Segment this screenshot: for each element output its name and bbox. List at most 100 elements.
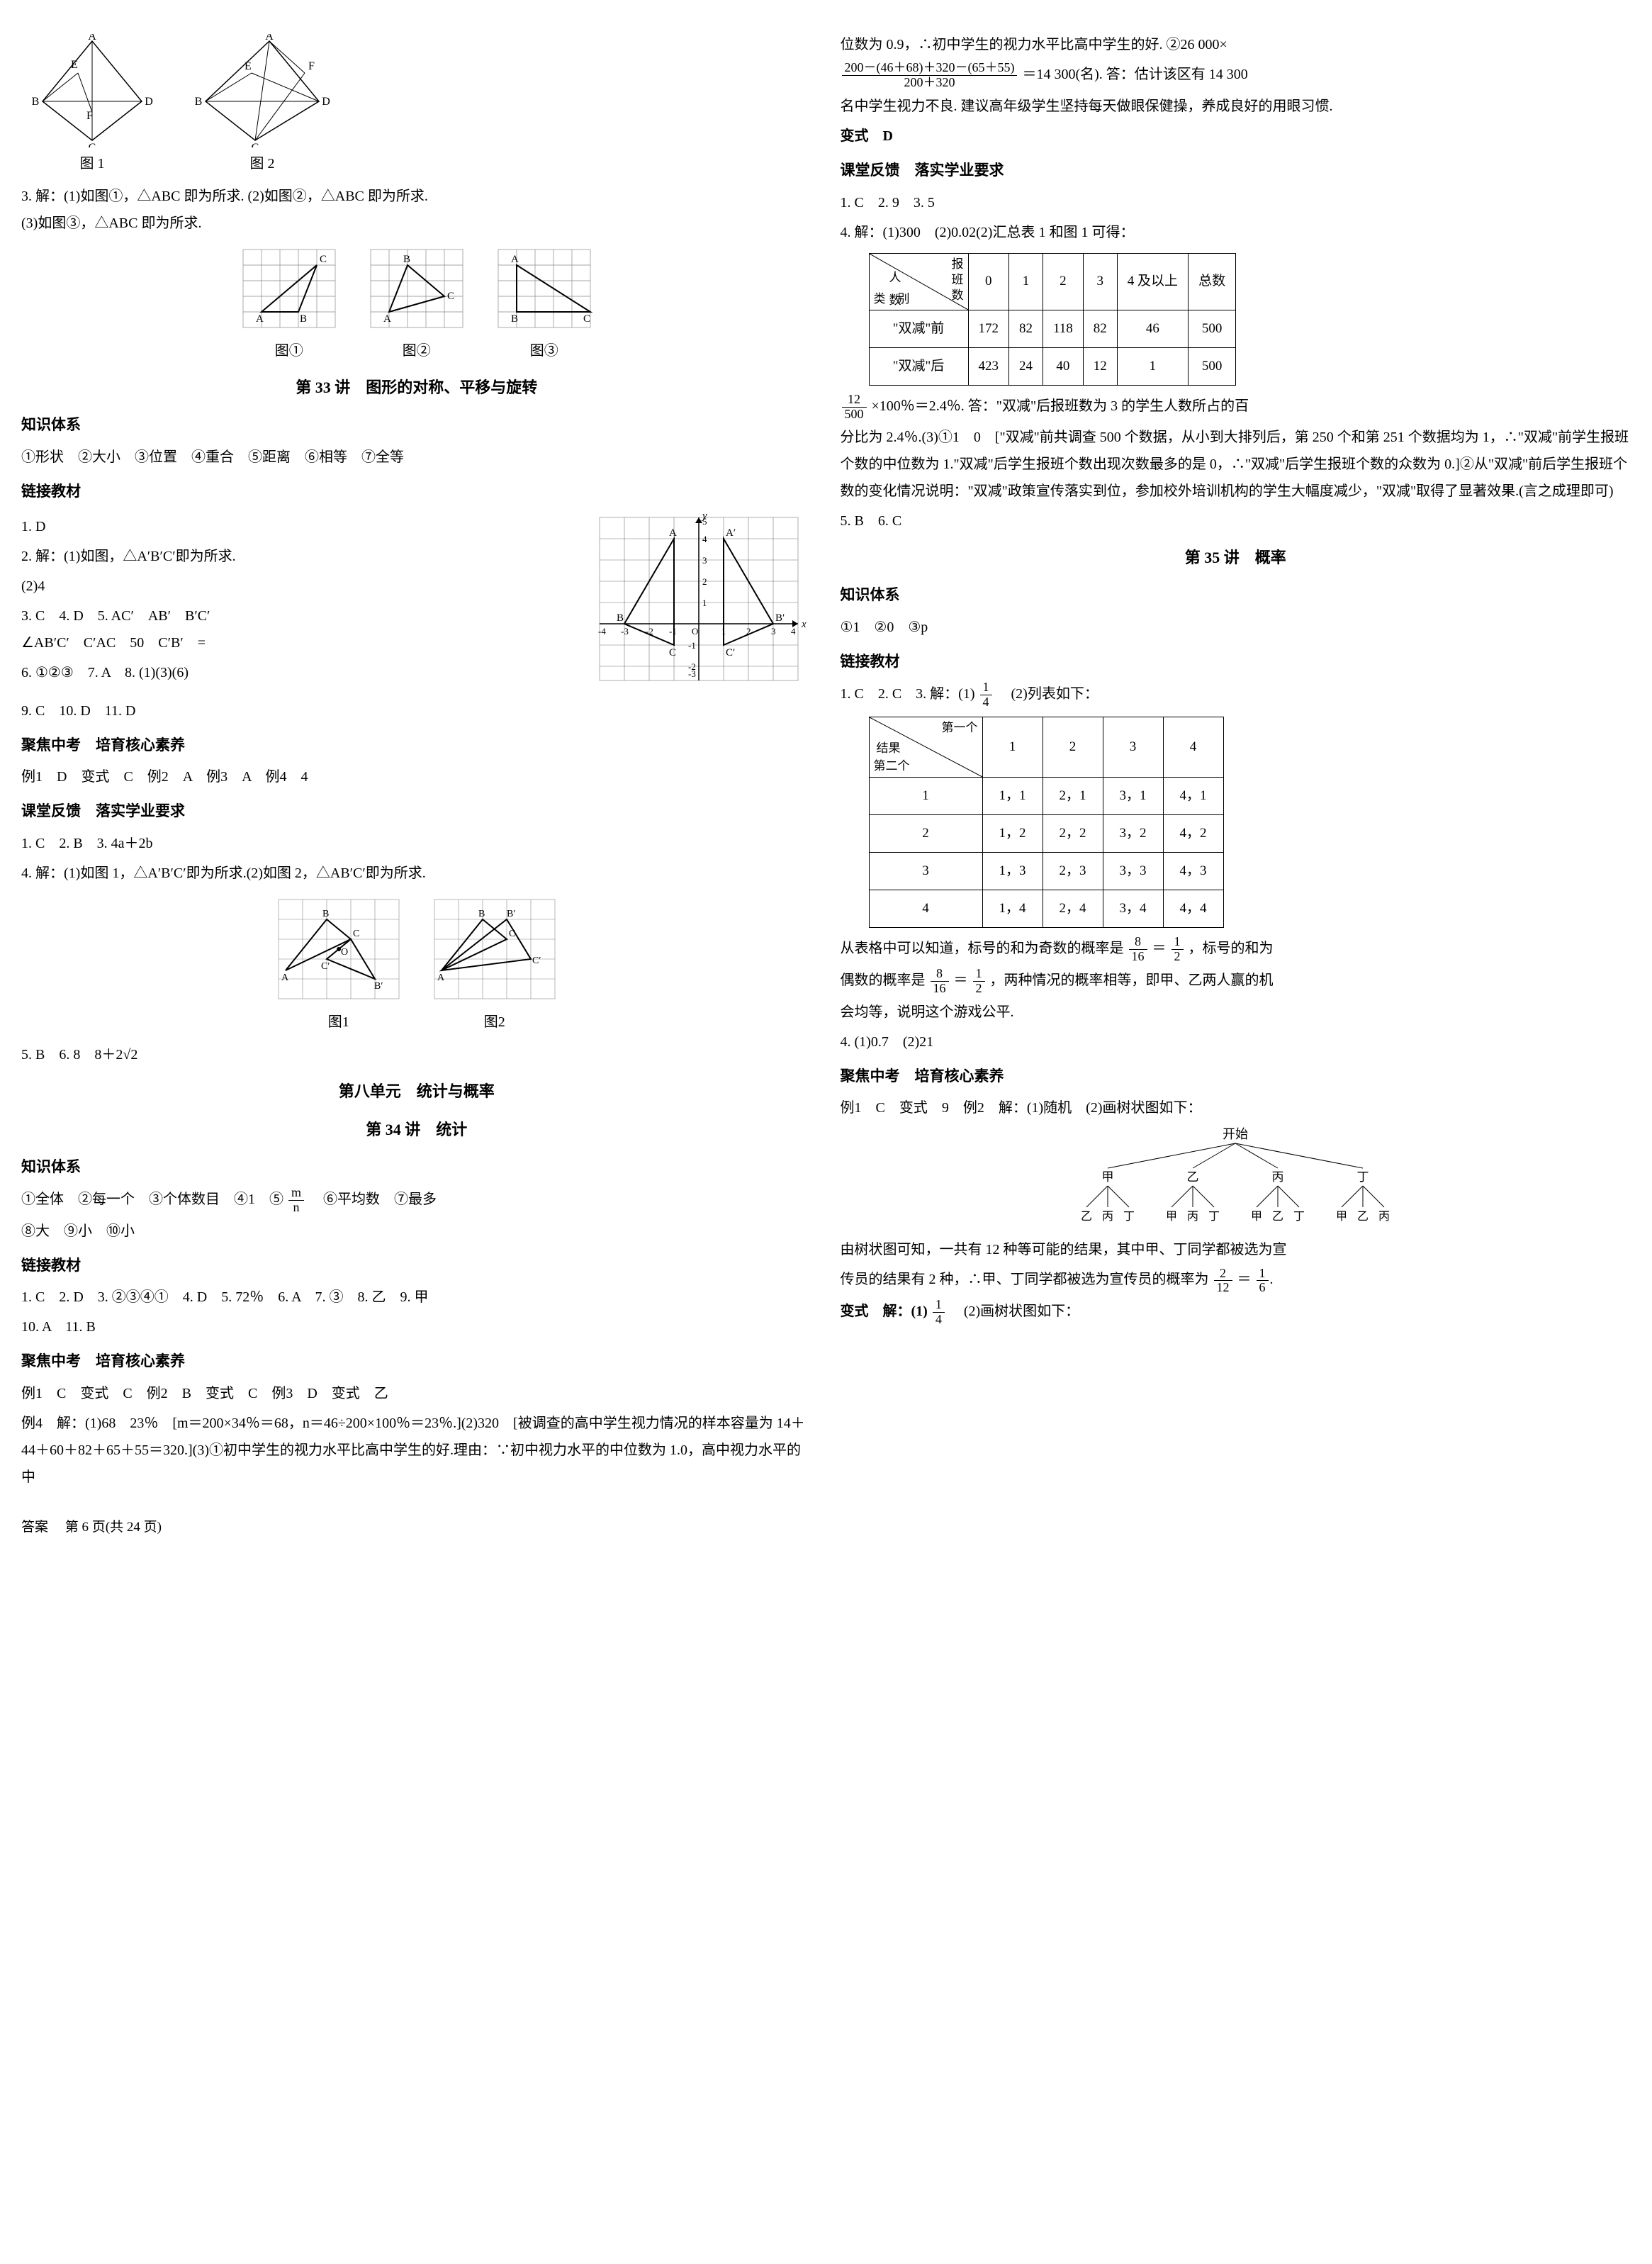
svg-text:C: C	[447, 291, 454, 302]
svg-text:B: B	[32, 96, 40, 108]
svg-text:C: C	[353, 929, 359, 939]
svg-text:F: F	[86, 110, 93, 122]
figure-row-top: A B C D E F 图 1 A	[21, 34, 812, 177]
ktfk33-1: 1. C 2. B 3. 4a＋2b	[21, 830, 812, 857]
svg-text:C: C	[669, 647, 676, 659]
svg-text:甲: 甲	[1251, 1211, 1262, 1223]
knowledge-system-34: 知识体系	[21, 1153, 812, 1182]
svg-text:丙: 丙	[1102, 1211, 1113, 1223]
ljjc33-3to5: 3. C 4. D 5. AC′ AB′ B′C′ ∠AB′C′ C′AC 50…	[21, 603, 571, 656]
svg-text:丙: 丙	[1187, 1211, 1198, 1223]
svg-text:-1: -1	[688, 640, 696, 651]
svg-text:1: 1	[702, 598, 707, 608]
svg-text:丁: 丁	[1208, 1211, 1220, 1223]
svg-text:甲: 甲	[1102, 1170, 1114, 1184]
svg-text:乙: 乙	[1081, 1211, 1092, 1223]
class-feedback-34: 课堂反馈 落实学业要求	[841, 157, 1631, 185]
ljjc33-6to8: 6. ①②③ 7. A 8. (1)(3)(6)	[21, 659, 571, 686]
after-tree-a: 由树状图可知，一共有 12 种等可能的结果，其中甲、丁同学都被选为宣	[841, 1236, 1631, 1263]
table-row: "双减"前 17282 11882 46500	[869, 310, 1236, 347]
svg-text:C′: C′	[532, 956, 541, 966]
svg-text:乙: 乙	[1187, 1170, 1199, 1184]
table-35-diag-cell: 第一个 结果 第二个	[869, 717, 982, 777]
knowledge-system-35: 知识体系	[841, 581, 1631, 610]
svg-text:A: A	[265, 34, 274, 43]
zstx35: ①1 ②0 ③p	[841, 614, 1631, 641]
svg-text:B: B	[322, 909, 329, 919]
svg-text:丙: 丙	[1272, 1170, 1284, 1184]
svg-text:B′: B′	[775, 612, 785, 624]
svg-text:C′: C′	[321, 961, 330, 972]
midterm-focus-34: 聚焦中考 培育核心素养	[21, 1347, 812, 1376]
lecture-34-title: 第 34 讲 统计	[21, 1115, 812, 1145]
textbook-link-34: 链接教材	[21, 1252, 812, 1280]
svg-text:B: B	[300, 313, 307, 325]
figure-1-box: A B C D E F 图 1	[21, 34, 163, 177]
bs35: 变式 解：(1) 14 (2)画树状图如下：	[841, 1298, 1631, 1327]
tri-grid-2: A B C 图②	[364, 242, 470, 364]
triangle-figure-1: A B C D E F	[21, 34, 163, 147]
svg-text:B′: B′	[507, 909, 515, 919]
mid-fig-1: A B C B′ C′ O 图1	[271, 892, 406, 1036]
svg-text:D: D	[322, 96, 330, 108]
svg-text:B: B	[403, 254, 410, 265]
svg-text:B: B	[195, 96, 203, 108]
table-row: 11，12，13，14，1	[869, 777, 1223, 814]
svg-text:5: 5	[702, 516, 707, 527]
ktfk34-4: 4. 解：(1)300 (2)0.02(2)汇总表 1 和图 1 可得：	[841, 219, 1631, 246]
svg-text:C: C	[89, 142, 96, 147]
zstx34-line2: ⑧大 ⑨小 ⑩小	[21, 1218, 812, 1245]
svg-text:C: C	[583, 313, 590, 325]
table-row: "双减"后 42324 4012 1500	[869, 347, 1236, 385]
svg-text:-3: -3	[621, 626, 629, 637]
col2-frac-line: 200－(46＋68)＋320－(65＋55)200＋320 ＝14 300(名…	[841, 61, 1631, 90]
table-row: 21，22，23，24，2	[869, 814, 1223, 852]
svg-text:丁: 丁	[1293, 1211, 1305, 1223]
svg-text:-2: -2	[646, 626, 653, 637]
tri-grid-3-label: 图③	[491, 337, 597, 364]
ljjc34-l2: 10. A 11. B	[21, 1313, 812, 1340]
svg-text:F: F	[308, 60, 315, 72]
svg-text:-2: -2	[688, 661, 696, 672]
class-feedback-33: 课堂反馈 落实学业要求	[21, 797, 812, 826]
right-column: 位数为 0.9，∴初中学生的视力水平比高中学生的好. ②26 000× 200－…	[841, 28, 1631, 1494]
triangle-figure-2: A B C D E F	[184, 34, 340, 147]
ljjc33-1: 1. D	[21, 513, 571, 540]
left-column: A B C D E F 图 1 A	[21, 28, 812, 1494]
textbook-link-33: 链接教材	[21, 478, 812, 506]
mid-figure-row: A B C B′ C′ O 图1	[21, 892, 812, 1036]
svg-text:4: 4	[791, 626, 796, 637]
ljjc33-9to11: 9. C 10. D 11. D	[21, 697, 812, 724]
svg-text:D: D	[145, 96, 153, 108]
variant-d: 变式 D	[841, 123, 1631, 150]
svg-text:丁: 丁	[1357, 1170, 1369, 1184]
jjzk35: 例1 C 变式 9 例2 解：(1)随机 (2)画树状图如下：	[841, 1094, 1631, 1121]
page-footer: 答案 第 6 页(共 24 页)	[21, 1515, 1631, 1540]
unit-8-title: 第八单元 统计与概率	[21, 1077, 812, 1106]
svg-text:B′: B′	[374, 981, 383, 992]
ljjc33-2b: (2)4	[21, 573, 571, 600]
svg-text:x: x	[801, 619, 807, 630]
svg-text:E: E	[71, 59, 78, 71]
svg-text:B: B	[478, 909, 485, 919]
textbook-link-35: 链接教材	[841, 648, 1631, 676]
after-tree-b: 传员的结果有 2 种，∴甲、丁同学都被选为宣传员的概率为 212 ＝ 16.	[841, 1266, 1631, 1295]
mid-fig-2: A B C B′ C′ 图2	[427, 892, 562, 1036]
svg-text:B: B	[511, 313, 518, 325]
tri-grid-row: A B C 图① A B	[21, 242, 812, 364]
lecture-35-title: 第 35 讲 概率	[841, 543, 1631, 573]
jjzk34-a: 例1 C 变式 C 例2 B 变式 C 例3 D 变式 乙	[21, 1380, 812, 1407]
figure-1-label: 图 1	[21, 150, 163, 177]
svg-text:3: 3	[702, 555, 707, 566]
svg-text:A′: A′	[726, 527, 736, 539]
footer-left: 答案	[21, 1520, 48, 1535]
table-35: 第一个 结果 第二个 1 2 3 4 11，12，13，14，1 21，22，2…	[869, 717, 1224, 928]
svg-text:丙: 丙	[1378, 1211, 1390, 1223]
jjzk33: 例1 D 变式 C 例2 A 例3 A 例4 4	[21, 763, 812, 790]
ljjc34-l1: 1. C 2. D 3. ②③④① 4. D 5. 72％ 6. A 7. ③ …	[21, 1284, 812, 1311]
svg-text:乙: 乙	[1357, 1211, 1369, 1223]
svg-text:甲: 甲	[1336, 1211, 1347, 1223]
zstx34-line1: ①全体 ②每一个 ③个体数目 ④1 ⑤ mn ⑥平均数 ⑦最多	[21, 1186, 812, 1215]
svg-text:E: E	[245, 60, 252, 72]
svg-text:丁: 丁	[1123, 1211, 1135, 1223]
